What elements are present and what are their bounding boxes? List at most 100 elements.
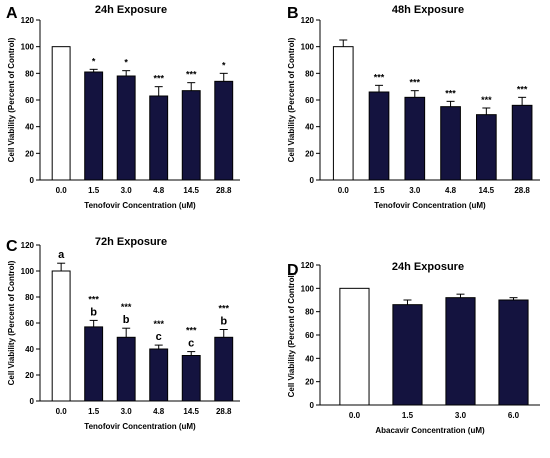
significance-marker: * xyxy=(92,56,96,66)
x-tick-label: 4.8 xyxy=(153,407,165,416)
x-tick-label: 1.5 xyxy=(88,186,100,195)
y-tick-label: 20 xyxy=(305,149,314,158)
x-tick-label: 4.8 xyxy=(445,186,457,195)
group-letter: a xyxy=(58,249,65,261)
y-tick-label: 100 xyxy=(301,284,315,293)
x-tick-label: 28.8 xyxy=(216,186,232,195)
y-axis-label: Cell Viability (Percent of Control) xyxy=(7,37,16,162)
group-letter: b xyxy=(123,314,130,326)
y-axis-label: Cell Viability (Percent of Control) xyxy=(287,272,296,397)
significance-marker: *** xyxy=(445,88,456,98)
group-letter: c xyxy=(156,331,162,343)
panel-letter: C xyxy=(6,238,18,255)
bar xyxy=(404,96,426,181)
y-tick-label: 120 xyxy=(21,241,35,250)
y-tick-label: 60 xyxy=(25,96,34,105)
x-axis-label: Abacavir Concentration (uM) xyxy=(375,426,485,435)
panel-title: 24h Exposure xyxy=(392,261,464,273)
bar xyxy=(51,46,71,181)
bar xyxy=(445,297,476,406)
x-tick-label: 4.8 xyxy=(153,186,165,195)
y-tick-label: 0 xyxy=(310,401,315,410)
y-tick-label: 0 xyxy=(310,176,315,185)
y-tick-label: 0 xyxy=(30,397,35,406)
panel-letter: A xyxy=(6,5,18,22)
x-tick-label: 0.0 xyxy=(349,411,361,420)
y-axis-label: Cell Viability (Percent of Control) xyxy=(287,37,296,162)
significance-marker: *** xyxy=(88,294,99,304)
x-axis-label: Tenofovir Concentration (uM) xyxy=(84,201,196,210)
significance-marker: * xyxy=(124,58,128,68)
significance-marker: *** xyxy=(153,74,164,84)
x-tick-label: 0.0 xyxy=(56,407,68,416)
y-tick-label: 0 xyxy=(30,176,35,185)
x-tick-label: 1.5 xyxy=(373,186,385,195)
significance-marker: *** xyxy=(410,78,421,88)
significance-marker: * xyxy=(222,60,226,70)
y-tick-label: 40 xyxy=(25,345,34,354)
bar xyxy=(51,270,71,402)
bar xyxy=(511,104,533,181)
y-axis-label: Cell Viability (Percent of Control) xyxy=(7,260,16,385)
x-tick-label: 3.0 xyxy=(121,186,133,195)
x-tick-label: 28.8 xyxy=(216,407,232,416)
y-tick-label: 80 xyxy=(305,69,314,78)
panel-title: 72h Exposure xyxy=(95,236,167,248)
x-tick-label: 1.5 xyxy=(402,411,414,420)
x-axis-label: Tenofovir Concentration (uM) xyxy=(374,201,486,210)
y-tick-label: 20 xyxy=(25,371,34,380)
bar xyxy=(149,348,169,402)
significance-marker: *** xyxy=(153,319,164,329)
y-tick-label: 80 xyxy=(25,69,34,78)
y-tick-label: 80 xyxy=(25,293,34,302)
significance-marker: *** xyxy=(517,84,528,94)
bar xyxy=(84,326,104,402)
y-tick-label: 40 xyxy=(305,123,314,132)
y-tick-label: 20 xyxy=(305,378,314,387)
significance-marker: *** xyxy=(481,95,492,105)
y-tick-label: 60 xyxy=(305,331,314,340)
x-tick-label: 3.0 xyxy=(121,407,133,416)
y-tick-label: 40 xyxy=(305,354,314,363)
x-tick-label: 1.5 xyxy=(88,407,100,416)
bar xyxy=(84,71,104,181)
group-letter: b xyxy=(220,316,227,328)
bar xyxy=(332,46,354,181)
bar xyxy=(181,355,201,402)
y-tick-label: 100 xyxy=(21,267,35,276)
panel-title: 24h Exposure xyxy=(95,4,167,16)
y-tick-label: 60 xyxy=(25,319,34,328)
x-tick-label: 0.0 xyxy=(56,186,68,195)
bar xyxy=(116,75,136,181)
y-tick-label: 60 xyxy=(305,96,314,105)
group-letter: b xyxy=(90,306,97,318)
x-tick-label: 3.0 xyxy=(455,411,467,420)
x-tick-label: 14.5 xyxy=(183,407,199,416)
x-tick-label: 3.0 xyxy=(409,186,421,195)
bar xyxy=(392,304,423,406)
x-tick-label: 6.0 xyxy=(508,411,520,420)
panel-c: C 72h Exposure 0 20 40 60 80 100 120 Cell Viabili… xyxy=(6,236,240,431)
bar xyxy=(498,299,529,406)
y-tick-label: 120 xyxy=(301,16,315,25)
panel-letter: B xyxy=(287,5,299,22)
panel-letter: D xyxy=(287,262,299,279)
panel-a: A 24h Exposure 0 20 40 60 80 100 120 Cell Viabili… xyxy=(6,4,240,210)
bar xyxy=(476,114,497,181)
panel-title: 48h Exposure xyxy=(392,4,464,16)
x-tick-label: 0.0 xyxy=(338,186,350,195)
panel-b: B 48h Exposure 0 20 40 60 80 100 120 Cell Viabili… xyxy=(287,4,540,210)
significance-marker: *** xyxy=(121,302,132,312)
bar xyxy=(149,95,169,181)
y-tick-label: 80 xyxy=(305,308,314,317)
bar xyxy=(214,336,234,402)
x-tick-label: 14.5 xyxy=(183,186,199,195)
x-tick-label: 14.5 xyxy=(479,186,495,195)
panel-d: D 24h Exposure 0 20 40 60 80 100 120 Cell Viabili… xyxy=(287,261,540,435)
significance-marker: *** xyxy=(218,304,229,314)
significance-marker: *** xyxy=(186,70,197,80)
bar xyxy=(339,287,370,406)
bar xyxy=(368,91,390,181)
group-letter: c xyxy=(188,338,194,350)
